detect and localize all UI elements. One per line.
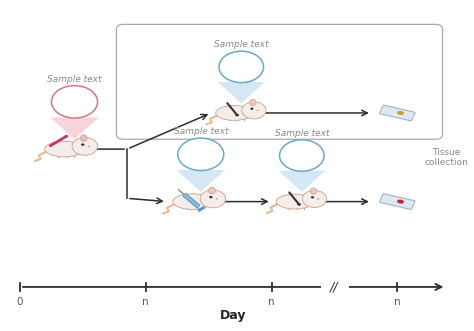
Circle shape [81,143,84,146]
FancyBboxPatch shape [380,105,415,121]
Circle shape [216,198,218,200]
Circle shape [72,137,98,155]
Circle shape [302,190,327,208]
Circle shape [250,108,254,110]
Text: n: n [394,297,401,307]
Circle shape [219,51,264,83]
Polygon shape [218,82,265,103]
Text: Sample text: Sample text [214,40,269,49]
Text: n: n [268,297,275,307]
Circle shape [297,203,301,206]
Ellipse shape [397,111,404,115]
Circle shape [178,138,224,170]
Ellipse shape [250,99,256,106]
Circle shape [311,196,314,199]
Circle shape [280,140,324,171]
Ellipse shape [216,106,253,120]
Polygon shape [278,170,326,192]
Circle shape [52,86,98,118]
Ellipse shape [209,187,215,194]
Ellipse shape [45,141,84,157]
Circle shape [242,102,266,119]
Polygon shape [176,170,225,192]
Text: Day: Day [220,309,246,322]
Ellipse shape [173,194,212,210]
Circle shape [257,110,258,111]
FancyBboxPatch shape [380,194,415,210]
Ellipse shape [81,135,87,141]
Ellipse shape [310,188,317,194]
Text: Sample text: Sample text [173,127,228,136]
Circle shape [317,198,319,200]
Circle shape [235,114,239,117]
Text: Tissue
collection: Tissue collection [424,148,468,167]
Ellipse shape [276,194,313,209]
Text: Sample text: Sample text [274,129,329,138]
Text: //: // [330,280,339,294]
Polygon shape [50,118,99,139]
Text: 0: 0 [17,297,23,307]
Ellipse shape [397,200,404,204]
Text: n: n [143,297,149,307]
Text: Sample text: Sample text [47,75,102,84]
Circle shape [88,146,90,147]
Circle shape [64,135,68,138]
Circle shape [209,196,212,198]
Circle shape [200,190,226,208]
